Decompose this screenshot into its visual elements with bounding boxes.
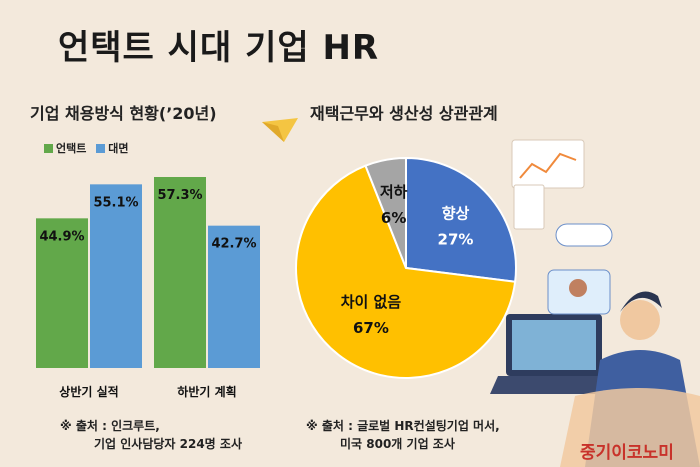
- legend-item-untact: 언택트: [44, 140, 86, 156]
- pie-slice-value-1: 67%: [353, 319, 389, 337]
- paper-plane-fold: [262, 122, 284, 142]
- bar-category-label-1: 하반기 계획: [177, 384, 236, 399]
- pie-slice-value-2: 6%: [381, 209, 406, 227]
- bar-1-1: [208, 225, 260, 368]
- bar-value-label-1-1: 42.7%: [211, 237, 256, 252]
- bar-source-line2: 기업 인사담당자 224명 조사: [94, 437, 242, 451]
- bar-chart-title: 기업 채용방식 현황(’20년): [30, 104, 217, 123]
- pie-slice-1: [295, 164, 517, 379]
- document-icon: [513, 184, 545, 230]
- pie-slice-0: [405, 156, 517, 283]
- chart-card-icon: [511, 139, 585, 189]
- pie-chart-title: 재택근무와 생산성 상관관계: [310, 104, 498, 123]
- bar-0-1: [90, 184, 142, 368]
- person-hair: [620, 291, 662, 312]
- paper-plane-icon: [262, 118, 298, 142]
- video-call-person-icon: [569, 279, 587, 297]
- laptop-display: [512, 320, 596, 370]
- sofa-icon: [560, 388, 700, 467]
- bar-0-0: [36, 218, 88, 368]
- pie-slice-label-2: 저하: [380, 183, 408, 201]
- bar-category-label-0: 상반기 실적: [59, 384, 118, 399]
- laptop-base: [490, 376, 612, 394]
- pie-slice-label-1: 차이 없음: [341, 293, 402, 311]
- bar-value-label-0-1: 55.1%: [93, 195, 138, 210]
- pie-source-line1: ※ 출처 : 글로벌 HR컨설팅기업 머서,: [306, 419, 500, 433]
- legend-label-face: 대면: [108, 142, 129, 155]
- meeting-bubble-icon: [555, 223, 613, 247]
- bar-1-0: [154, 177, 206, 368]
- bar-source-line1: ※ 출처 : 인크루트,: [60, 419, 160, 433]
- legend-item-face: 대면: [96, 140, 128, 156]
- pie-slice-value-0: 27%: [438, 230, 474, 248]
- chart-card-line: [519, 152, 577, 179]
- bar-chart-legend: 언택트 대면: [44, 140, 134, 156]
- pie-slice-label-0: 향상: [442, 204, 470, 222]
- legend-swatch-face: [96, 144, 106, 153]
- person-head-icon: [620, 300, 660, 340]
- pie-slice-2: [364, 156, 407, 269]
- pie-chart-source: ※ 출처 : 글로벌 HR컨설팅기업 머서, 미국 800개 기업 조사: [306, 417, 500, 453]
- bar-value-label-0-0: 44.9%: [39, 229, 84, 244]
- bar-value-label-1-0: 57.3%: [157, 188, 202, 203]
- pie-source-line2: 미국 800개 기업 조사: [340, 437, 455, 451]
- legend-swatch-untact: [44, 144, 53, 153]
- legend-label-untact: 언택트: [56, 142, 87, 155]
- page-title: 언택트 시대 기업 HR: [58, 28, 380, 68]
- brand-logo: 중기이코노미: [580, 443, 674, 463]
- bar-chart-source: ※ 출처 : 인크루트, 기업 인사담당자 224명 조사: [60, 417, 242, 453]
